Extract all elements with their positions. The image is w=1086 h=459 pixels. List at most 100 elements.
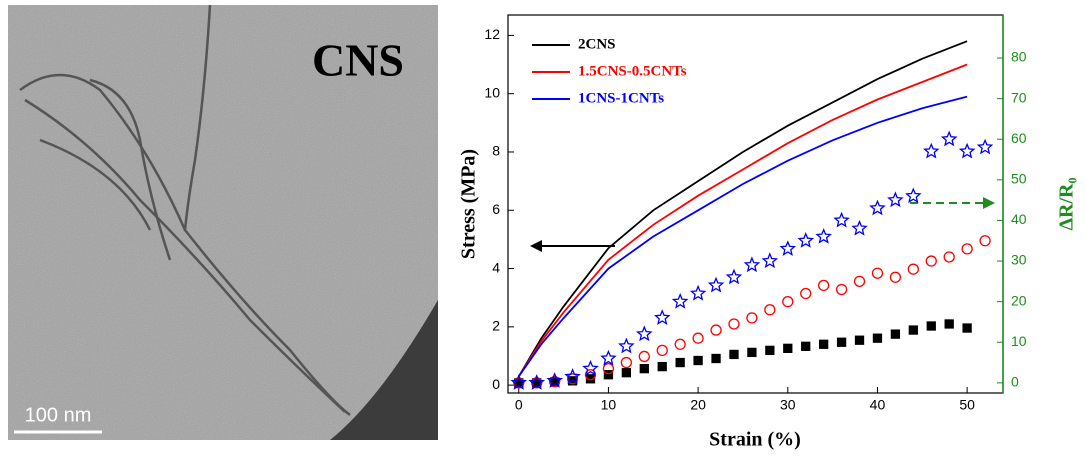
marker	[887, 191, 904, 208]
marker	[638, 350, 650, 363]
marker	[961, 243, 973, 255]
marker	[940, 130, 958, 147]
y2-tick-label: 60	[1011, 130, 1027, 146]
marker	[582, 359, 599, 376]
marker	[618, 337, 635, 354]
y2-tick-label: 80	[1011, 49, 1027, 65]
marker	[907, 263, 919, 275]
legend-label: 1.5CNS-0.5CNTs	[578, 63, 687, 79]
y2-tick-label: 20	[1011, 292, 1027, 308]
marker	[602, 362, 615, 375]
substrate-edge	[330, 300, 438, 440]
marker	[585, 374, 596, 384]
y-axis-label: Stress (MPa)	[458, 149, 480, 259]
marker	[743, 256, 761, 273]
marker	[958, 142, 976, 159]
marker	[819, 339, 829, 349]
y2-tick-label: 70	[1011, 89, 1027, 105]
marker	[943, 251, 955, 263]
marker	[869, 199, 886, 216]
x-tick-label: 30	[780, 397, 796, 413]
annotation-arrows	[530, 197, 995, 252]
marker	[689, 284, 707, 301]
marker	[836, 337, 847, 347]
x-tick-label: 0	[515, 397, 523, 413]
marker	[584, 369, 597, 381]
y-tick-label: 6	[492, 201, 500, 217]
line	[518, 63, 968, 377]
marker	[710, 324, 722, 336]
marker	[944, 319, 954, 329]
x-tick-label: 50	[959, 397, 975, 413]
marker	[656, 344, 668, 357]
marker	[764, 304, 776, 316]
marker	[600, 349, 617, 366]
marker	[765, 345, 775, 356]
marker	[889, 271, 902, 283]
marker	[693, 355, 703, 366]
marker	[761, 252, 779, 269]
marker	[833, 211, 850, 228]
marker	[800, 287, 812, 300]
marker	[639, 363, 649, 374]
marker	[908, 325, 918, 335]
panel-label: CNS	[312, 35, 404, 86]
marker	[657, 361, 667, 372]
marker	[872, 333, 883, 343]
nanotubes	[19, 4, 351, 416]
marker	[654, 309, 671, 326]
marker	[729, 349, 739, 360]
x-axis-label: Strain (%)	[709, 429, 801, 451]
scale-bar-label: 100 nm	[25, 404, 92, 426]
marker	[635, 325, 653, 342]
arrow-head	[983, 197, 995, 209]
marker	[620, 356, 633, 369]
y-tick-label: 10	[484, 84, 500, 100]
marker	[566, 373, 579, 385]
marker	[976, 138, 994, 155]
marker	[725, 268, 743, 285]
marker	[979, 235, 991, 247]
marker	[782, 295, 794, 308]
marker	[564, 368, 581, 384]
marker	[835, 283, 848, 296]
marker	[746, 312, 758, 324]
marker	[783, 343, 793, 353]
marker	[854, 335, 865, 345]
marker	[797, 231, 815, 248]
marker	[548, 375, 561, 388]
marker	[853, 275, 866, 287]
y-tick-label: 2	[492, 318, 500, 334]
legend-label: 1CNS-1CNTs	[578, 90, 664, 106]
marker	[925, 255, 937, 267]
marker	[675, 357, 685, 368]
tem-image: CNS 100 nm	[8, 4, 438, 440]
marker	[815, 228, 832, 244]
x-tick-label: 20	[690, 397, 706, 413]
y-tick-label: 4	[492, 259, 500, 275]
marker	[779, 240, 796, 256]
marker	[674, 338, 686, 350]
y-tick-label: 0	[492, 376, 500, 392]
y-tick-label: 8	[492, 143, 500, 159]
marker	[671, 292, 689, 309]
marker	[728, 318, 740, 330]
marker	[818, 279, 830, 292]
legend-label: 2CNS	[578, 36, 616, 52]
y2-tick-label: 40	[1011, 211, 1027, 227]
marker	[711, 353, 721, 364]
marker	[905, 187, 922, 204]
marker	[926, 321, 936, 331]
marker	[603, 370, 614, 380]
arrow-head	[530, 240, 542, 252]
y2-axis-label: ΔR/R₀	[1056, 178, 1078, 231]
y2-tick-label: 0	[1011, 374, 1019, 390]
marker	[692, 332, 704, 344]
y2-tick-label: 50	[1011, 171, 1027, 187]
marker	[890, 329, 901, 339]
marker	[546, 372, 563, 388]
marker	[851, 219, 868, 236]
marker	[747, 347, 757, 358]
y2-tick-label: 10	[1011, 333, 1027, 349]
